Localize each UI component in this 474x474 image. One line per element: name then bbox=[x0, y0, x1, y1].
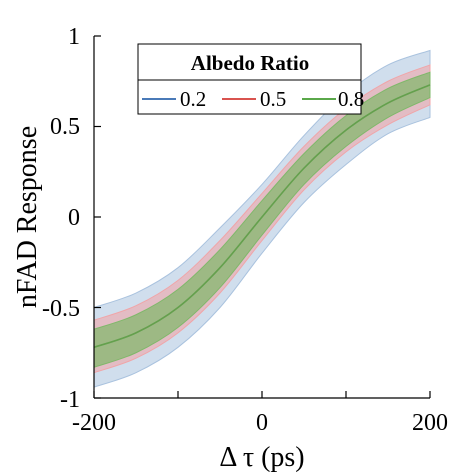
y-tick-label-1: 1 bbox=[68, 24, 80, 50]
confidence-bands bbox=[93, 49, 431, 388]
x-tick-label-neg200: -200 bbox=[72, 410, 116, 436]
y-axis-label: nFAD Response bbox=[12, 126, 43, 308]
axis-ticks bbox=[93, 35, 431, 399]
legend-title: Albedo Ratio bbox=[191, 51, 309, 75]
x-tick-label-200: 200 bbox=[412, 410, 448, 436]
y-tick-label-05: 0.5 bbox=[50, 114, 80, 140]
legend-label-0.8: 0.8 bbox=[338, 87, 364, 111]
legend: Albedo Ratio 0.2 0.5 0.8 bbox=[137, 43, 364, 115]
band-series-0.8 bbox=[93, 71, 431, 368]
y-tick-label-neg05: -0.5 bbox=[42, 296, 80, 322]
y-tick-label-neg1: -1 bbox=[60, 387, 80, 413]
x-axis-label: Δ τ (ps) bbox=[219, 442, 304, 473]
x-tick-label-0: 0 bbox=[256, 410, 268, 436]
line-series-0.8 bbox=[93, 84, 431, 349]
y-tick-label-0: 0 bbox=[68, 205, 80, 231]
legend-label-0.2: 0.2 bbox=[180, 87, 206, 111]
legend-box bbox=[137, 43, 362, 115]
mean-lines bbox=[93, 84, 431, 349]
legend-label-0.5: 0.5 bbox=[260, 87, 286, 111]
